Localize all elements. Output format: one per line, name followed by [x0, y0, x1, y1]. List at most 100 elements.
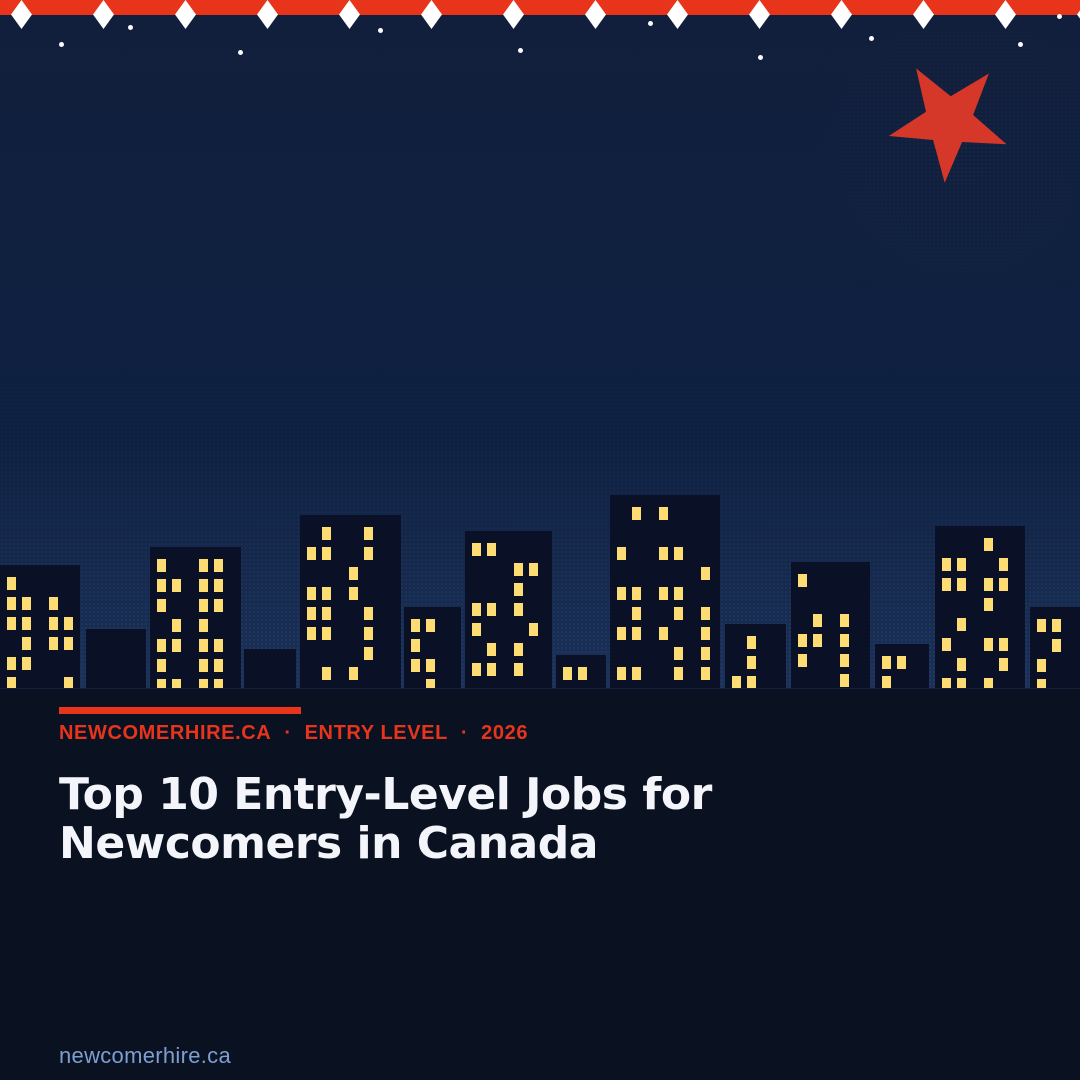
year-label: 2026: [481, 722, 529, 744]
diamond-pennant-icon: [1077, 0, 1080, 29]
lit-window: [426, 659, 435, 672]
lit-window: [999, 578, 1008, 591]
diamond-pennant-icon: [93, 0, 114, 29]
lit-window: [49, 617, 58, 630]
lit-window: [7, 617, 16, 630]
lit-window: [701, 627, 710, 640]
lit-window: [411, 659, 420, 672]
lit-window: [674, 667, 683, 680]
lit-window: [472, 623, 481, 636]
lit-window: [659, 547, 668, 560]
lit-window: [659, 627, 668, 640]
star-dot-icon: [378, 28, 383, 33]
lit-window: [747, 676, 756, 688]
diamond-pennant-icon: [257, 0, 278, 29]
lit-window: [798, 654, 807, 667]
lit-window: [514, 563, 523, 576]
lit-window: [172, 619, 181, 632]
diamond-pennant-icon: [421, 0, 442, 29]
lit-window: [64, 637, 73, 650]
diamond-pennant-icon: [175, 0, 196, 29]
lit-window: [1052, 639, 1061, 652]
title-line-1: Top 10 Entry-Level Jobs for: [59, 769, 712, 820]
kicker-line: NEWCOMERHIRE.CA · ENTRY LEVEL · 2026: [59, 722, 528, 745]
lit-window: [487, 663, 496, 676]
lit-window: [632, 587, 641, 600]
lit-window: [322, 547, 331, 560]
lit-window: [617, 627, 626, 640]
lit-window: [701, 607, 710, 620]
building-silhouette: [791, 562, 870, 688]
star-dot-icon: [518, 48, 523, 53]
lit-window: [840, 614, 849, 627]
star-dot-icon: [238, 50, 243, 55]
building-silhouette: [465, 531, 552, 688]
lit-window: [840, 674, 849, 687]
lit-window: [411, 639, 420, 652]
lit-window: [199, 639, 208, 652]
lit-window: [426, 679, 435, 688]
lit-window: [214, 659, 223, 672]
lit-window: [172, 639, 181, 652]
lit-window: [214, 579, 223, 592]
lit-window: [632, 627, 641, 640]
lit-window: [22, 657, 31, 670]
lit-window: [199, 679, 208, 688]
lit-window: [172, 579, 181, 592]
lit-window: [732, 676, 741, 688]
lit-window: [199, 579, 208, 592]
star-dot-icon: [1018, 42, 1023, 47]
building-silhouette: [244, 649, 296, 688]
page-title: Top 10 Entry-Level Jobs for Newcomers in…: [59, 770, 712, 868]
building-silhouette: [725, 624, 786, 688]
lit-window: [882, 676, 891, 688]
lit-window: [957, 578, 966, 591]
lit-window: [984, 638, 993, 651]
lit-window: [942, 638, 951, 651]
star-dot-icon: [128, 25, 133, 30]
lit-window: [199, 659, 208, 672]
lit-window: [514, 603, 523, 616]
diamond-pennant-icon: [749, 0, 770, 29]
lit-window: [157, 559, 166, 572]
lit-window: [364, 647, 373, 660]
lit-window: [1037, 619, 1046, 632]
lit-window: [487, 643, 496, 656]
lit-window: [349, 567, 358, 580]
lit-window: [214, 559, 223, 572]
lit-window: [747, 656, 756, 669]
diamond-pennant-icon: [585, 0, 606, 29]
lit-window: [942, 678, 951, 688]
lit-window: [659, 587, 668, 600]
red-star-icon: [888, 68, 1007, 183]
lit-window: [49, 597, 58, 610]
diamond-pennant-icon: [913, 0, 934, 29]
lit-window: [7, 677, 16, 688]
lit-window: [364, 627, 373, 640]
lit-window: [659, 507, 668, 520]
building-silhouette: [875, 644, 929, 688]
lit-window: [426, 619, 435, 632]
lit-window: [22, 597, 31, 610]
building-silhouette: [1030, 607, 1080, 688]
lit-window: [472, 663, 481, 676]
lit-window: [411, 619, 420, 632]
lit-window: [364, 547, 373, 560]
lit-window: [514, 663, 523, 676]
lit-window: [999, 558, 1008, 571]
lit-window: [674, 647, 683, 660]
lit-window: [813, 634, 822, 647]
lit-window: [7, 597, 16, 610]
lit-window: [701, 647, 710, 660]
lit-window: [22, 637, 31, 650]
lit-window: [307, 587, 316, 600]
website-url: newcomerhire.ca: [59, 1043, 232, 1068]
lit-window: [157, 639, 166, 652]
lit-window: [307, 627, 316, 640]
lit-window: [1052, 619, 1061, 632]
lit-window: [701, 567, 710, 580]
lit-window: [307, 607, 316, 620]
lit-window: [632, 667, 641, 680]
lit-window: [798, 634, 807, 647]
